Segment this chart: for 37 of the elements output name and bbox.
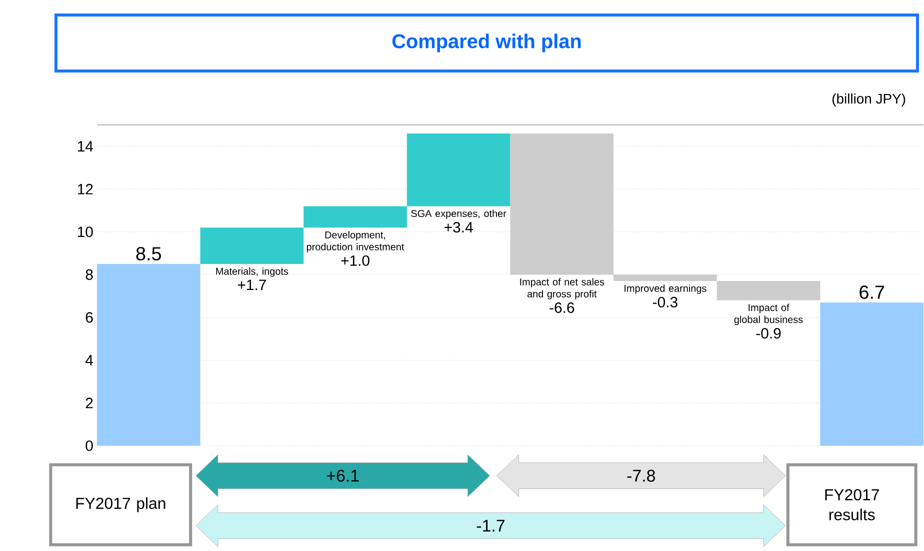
- bar: [716, 281, 820, 300]
- y-tick-label: 0: [86, 440, 93, 452]
- y-tick-label: 14: [78, 141, 93, 152]
- bar: [614, 274, 717, 282]
- bar: [820, 302, 924, 446]
- data-label: -0.9: [756, 328, 781, 339]
- y-tick-label: 8: [86, 270, 93, 280]
- x-tick-label: FY2017 results: [825, 489, 879, 520]
- bar: [406, 134, 510, 206]
- data-label: 8.5: [136, 247, 161, 261]
- data-label: 6.7: [860, 286, 884, 300]
- y-tick-label: 6: [86, 312, 93, 323]
- x-tick-label: Development, production investment: [306, 231, 404, 252]
- data-label: +1.7: [238, 280, 266, 290]
- bar: [510, 134, 614, 275]
- y-axis-title: (billion JPY): [832, 94, 906, 107]
- text: -7.8: [627, 470, 656, 482]
- y-tick-label: 10: [78, 226, 93, 238]
- data-label: -6.6: [550, 302, 574, 314]
- x-tick-label: Impact of global business: [734, 304, 803, 326]
- text: -1.7: [476, 520, 504, 532]
- y-tick-label: 2: [86, 398, 93, 408]
- x-tick-label: FY2017 plan: [76, 497, 166, 512]
- y-tick-label: 12: [78, 184, 93, 194]
- text: +6.1: [326, 470, 359, 482]
- x-tick-label: Materials, ingots: [216, 268, 288, 277]
- x-tick-label: Improved earnings: [624, 284, 706, 294]
- bar: [304, 206, 407, 228]
- x-tick-label: SGA expenses, other: [411, 210, 506, 220]
- y-tick-label: 4: [85, 355, 94, 366]
- bar: [96, 264, 200, 446]
- x-tick-label: Impact of net sales and gross profit: [520, 278, 604, 300]
- bar: [200, 228, 304, 264]
- chart-title: Compared with plan: [392, 34, 581, 52]
- data-label: +1.0: [341, 255, 370, 266]
- data-label: -0.3: [652, 297, 678, 308]
- data-label: +3.4: [444, 222, 473, 233]
